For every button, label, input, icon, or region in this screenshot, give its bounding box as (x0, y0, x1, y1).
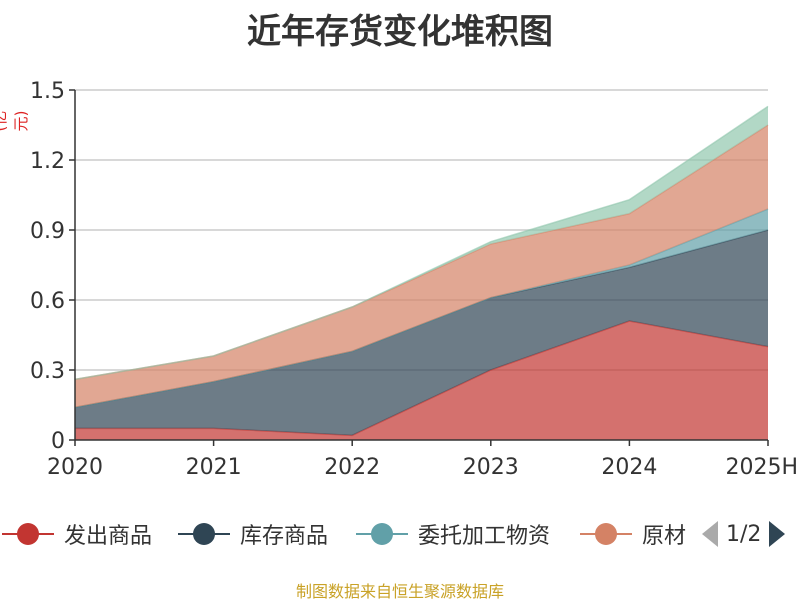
y-tick-label: 0.6 (30, 289, 65, 314)
x-tick-label: 2022 (324, 455, 380, 480)
source-note: 制图数据来自恒生聚源数据库 (295, 582, 504, 601)
legend-page-indicator: 1/2 (726, 521, 762, 547)
y-tick-label: 0.9 (30, 219, 65, 244)
area-series-line (74, 105, 769, 381)
legend-item[interactable]: 原材料 (578, 510, 686, 558)
area-series-fill (75, 321, 768, 440)
legend-item[interactable]: 委托加工物资 (354, 510, 550, 558)
x-tick-label: 2023 (463, 455, 519, 480)
legend-marker-icon (178, 523, 230, 545)
y-tick-label: 1.2 (30, 149, 65, 174)
chart-title: 近年存货变化堆积图 (247, 12, 553, 52)
x-tick-label: 2024 (601, 455, 657, 480)
y-tick-label: 1.5 (30, 79, 65, 104)
legend-item[interactable]: 发出商品 (0, 510, 152, 558)
legend: 发出商品 库存商品 委托加工物资 原材料 1/2 (0, 510, 800, 558)
legend-marker-icon (356, 523, 408, 545)
legend-label: 库存商品 (240, 524, 329, 549)
legend-item[interactable]: 库存商品 (176, 510, 328, 558)
y-tick-label: 0 (51, 429, 65, 454)
area-series (74, 105, 769, 440)
x-tick-label: 2021 (186, 455, 242, 480)
axes: 0 0.3 0.6 0.9 1.2 1.5 2020 2021 2022 2023 2024 2025… (30, 79, 798, 480)
legend-items-viewport: 发出商品 库存商品 委托加工物资 原材料 (0, 510, 686, 558)
legend-label: 原材料 (642, 524, 686, 549)
x-tick-label: 2020 (47, 455, 103, 480)
legend-marker-icon (580, 523, 632, 545)
area-series-fill (75, 230, 768, 436)
stacked-area-chart: 0 0.3 0.6 0.9 1.2 1.5 2020 2021 2022 2023 2024 2025… (30, 79, 798, 480)
legend-prev-page-icon[interactable] (700, 519, 720, 549)
area-series-fill (75, 125, 768, 408)
x-tick-label: 2025H (725, 455, 798, 480)
legend-label: 发出商品 (64, 524, 153, 549)
y-tick-label: 0.3 (30, 359, 65, 384)
legend-label: 委托加工物资 (418, 524, 551, 549)
legend-marker-icon (2, 523, 54, 545)
legend-next-page-icon[interactable] (767, 519, 787, 549)
legend-pager: 1/2 (700, 510, 787, 558)
